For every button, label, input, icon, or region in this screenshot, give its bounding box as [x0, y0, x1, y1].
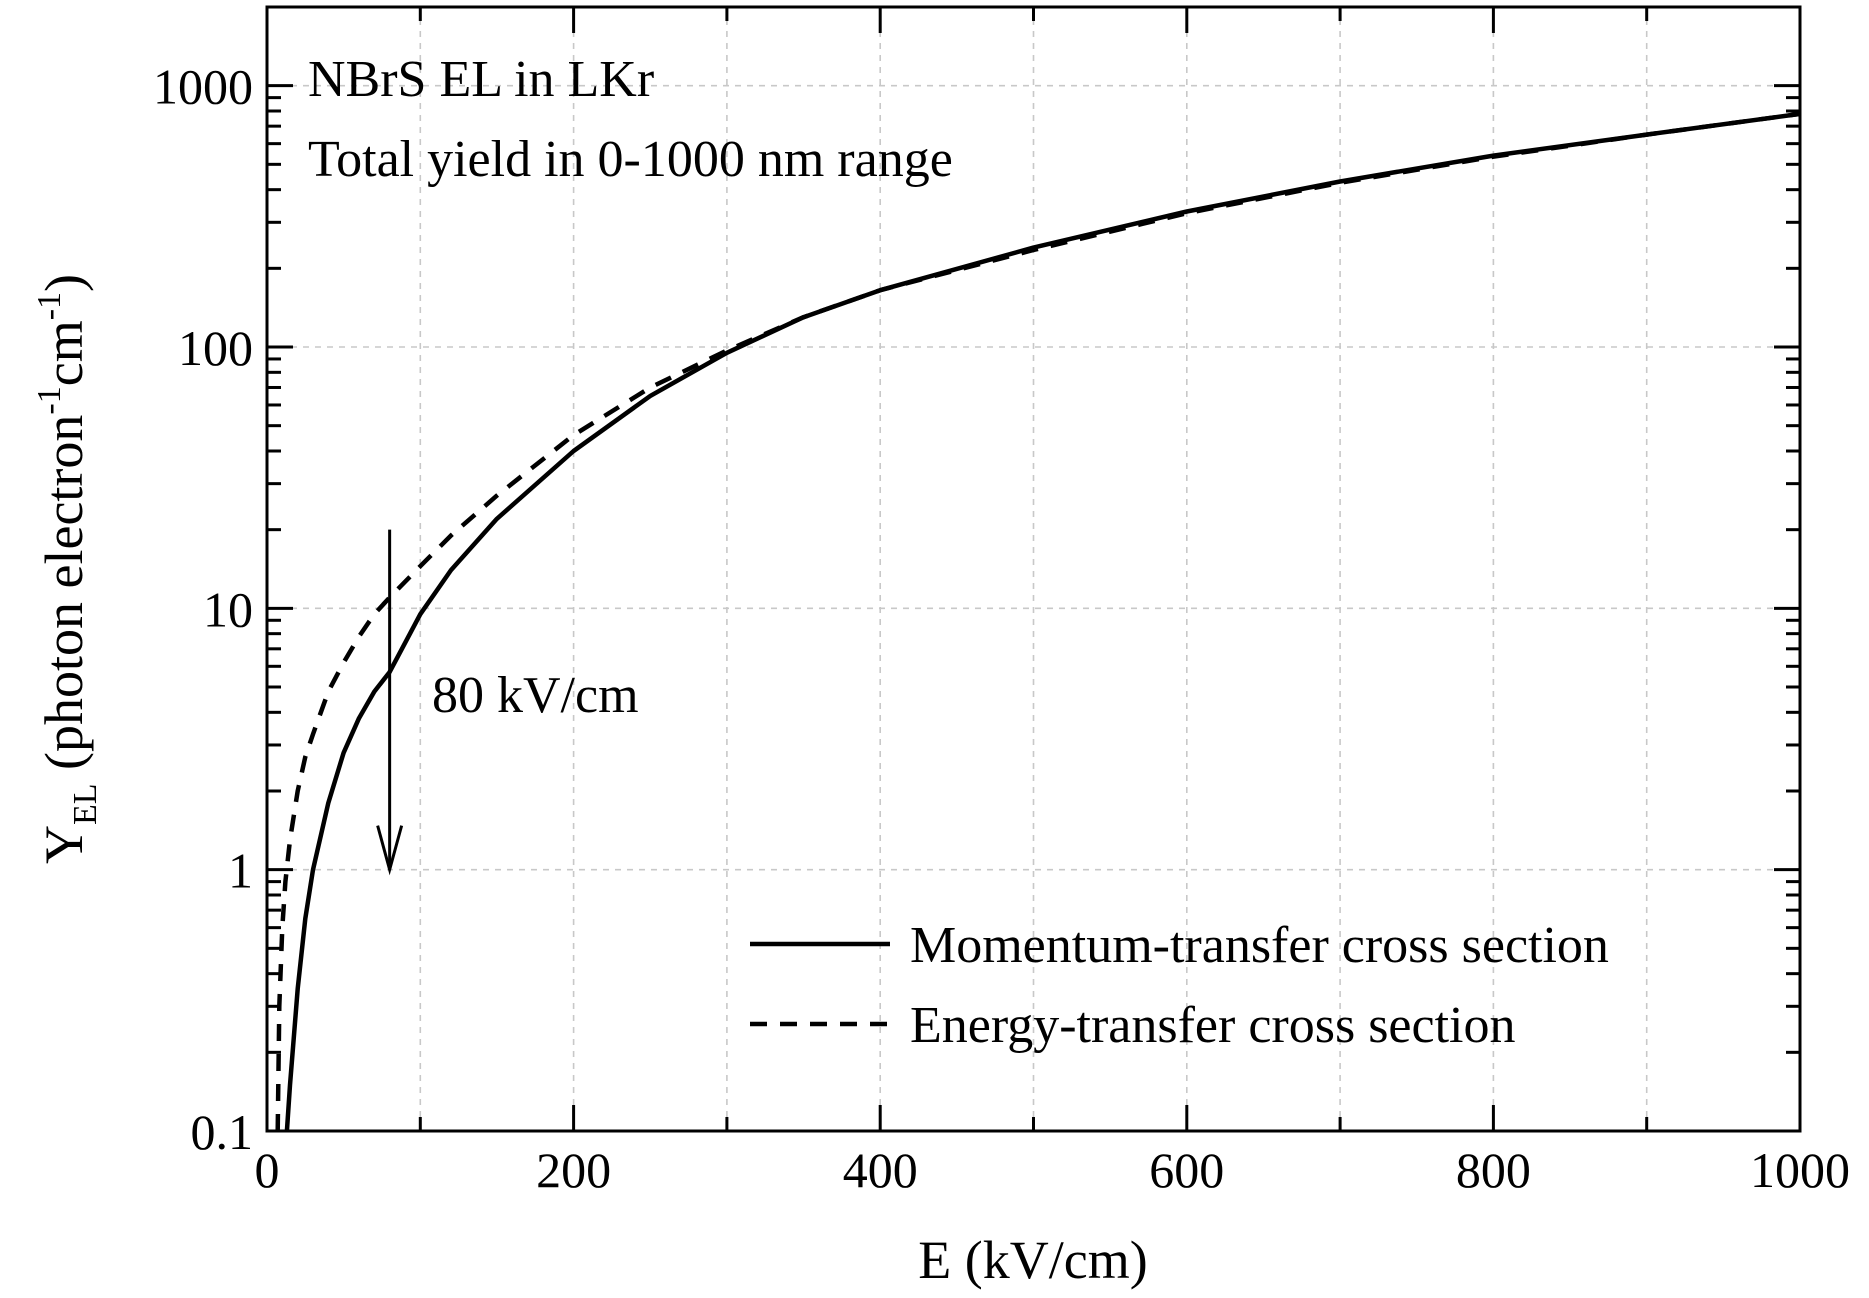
- y-axis-title-sup2: -1: [31, 292, 68, 320]
- y-tick-label: 100: [178, 320, 253, 376]
- y-axis-title-close: ): [34, 274, 94, 292]
- series-line-momentum: [284, 111, 1801, 1132]
- legend-label-momentum: Momentum-transfer cross section: [910, 917, 1609, 974]
- legend: Momentum-transfer cross section Energy-t…: [750, 917, 1609, 1054]
- y-tick-label: 0.1: [191, 1104, 254, 1160]
- y-tick-label: 1: [228, 843, 253, 899]
- y-axis-title-sup1: -1: [31, 386, 68, 414]
- y-tick-label: 10: [203, 581, 253, 637]
- ticks: [267, 7, 1800, 1133]
- x-tick-label: 200: [536, 1142, 611, 1198]
- annotation-group: NBrS EL in LKr Total yield in 0-1000 nm …: [308, 51, 953, 876]
- y-axis-title-open: (photon electron: [34, 415, 94, 784]
- tick-labels: 0.1 1 10 100 1000 0 200 400 600 800 1000: [153, 59, 1850, 1198]
- curves: [275, 111, 1801, 1132]
- x-tick-label: 600: [1149, 1142, 1224, 1198]
- y-axis-title-main: Y: [34, 825, 94, 864]
- annotation-title-2: Total yield in 0-1000 nm range: [308, 131, 953, 188]
- legend-label-energy: Energy-transfer cross section: [910, 997, 1516, 1054]
- x-tick-label: 1000: [1750, 1142, 1850, 1198]
- x-tick-label: 400: [843, 1142, 918, 1198]
- y-axis-title-mid: cm: [34, 320, 94, 386]
- series-line-energy: [275, 111, 1801, 1132]
- arrow-annotation: [376, 529, 404, 876]
- y-axis-title: YEL (photon electron-1cm-1): [31, 274, 104, 864]
- x-axis-title: E (kV/cm): [918, 1230, 1147, 1290]
- y-tick-label: 1000: [153, 59, 253, 115]
- x-tick-label: 800: [1456, 1142, 1531, 1198]
- x-tick-label: 0: [255, 1142, 280, 1198]
- y-axis-title-sub: EL: [67, 783, 104, 825]
- annotation-arrow-label: 80 kV/cm: [432, 667, 639, 724]
- arrow-head: [376, 825, 404, 876]
- annotation-title-1: NBrS EL in LKr: [308, 51, 654, 108]
